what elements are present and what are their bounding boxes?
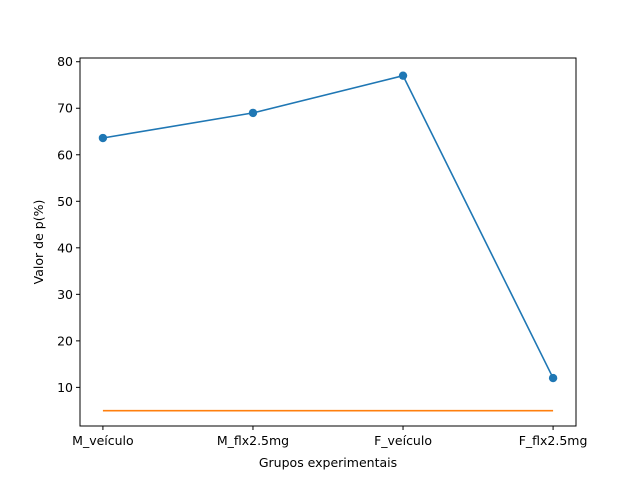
y-tick-label: 60	[57, 147, 73, 162]
x-tick-label: M_flx2.5mg	[217, 433, 289, 448]
y-tick-label: 80	[57, 54, 73, 69]
y-tick-label: 40	[57, 240, 73, 255]
x-tick-label: M_veículo	[72, 433, 134, 448]
y-axis-title: Valor de p(%)	[31, 200, 46, 285]
y-axis-ticks: 10 20 30 40 50 60 70 80	[57, 54, 80, 395]
data-point	[548, 373, 558, 383]
y-tick-label: 10	[57, 380, 73, 395]
x-tick-label: F_flx2.5mg	[519, 433, 588, 448]
plot-area-frame	[79, 57, 577, 427]
data-point	[98, 133, 108, 143]
data-point	[398, 71, 408, 80]
data-point	[248, 108, 258, 118]
series-line-1	[102, 74, 554, 379]
y-tick-label: 50	[57, 194, 73, 209]
x-tick-label: F_veículo	[374, 433, 432, 448]
x-axis-ticks: M_veículo M_flx2.5mg F_veículo F_flx2.5mg	[72, 426, 587, 448]
series-layer	[98, 71, 558, 412]
y-tick-label: 30	[57, 287, 73, 302]
y-tick-label: 20	[57, 333, 73, 348]
x-axis-title: Grupos experimentais	[259, 455, 397, 470]
y-tick-label: 70	[57, 101, 73, 116]
